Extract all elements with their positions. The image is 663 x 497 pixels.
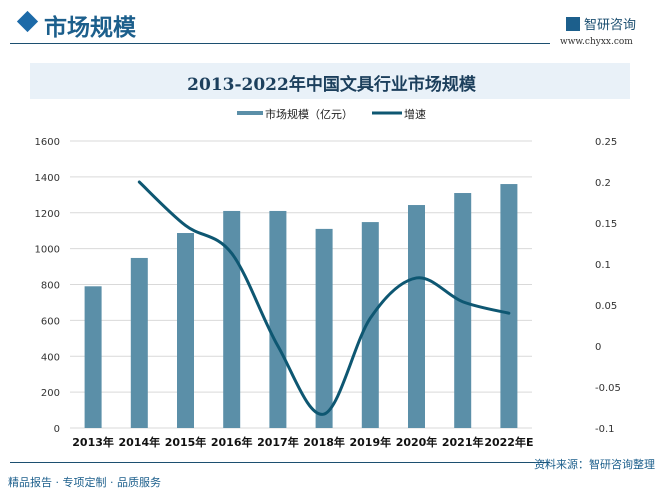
right-tick-label: 0.1 (595, 260, 611, 271)
bar-2018年 (315, 228, 333, 428)
left-tick-label: 1000 (35, 245, 60, 256)
right-tick-label: 0.05 (595, 301, 617, 312)
bar-2013年 (84, 286, 102, 428)
x-tick-label: 2013年 (72, 435, 114, 449)
x-tick-label: 2014年 (118, 435, 160, 449)
bar-2016年 (223, 210, 241, 428)
x-tick-label: 2016年 (211, 435, 253, 449)
left-tick-label: 1600 (35, 137, 60, 148)
brand-logo-icon (566, 17, 580, 31)
right-tick-label: 0 (595, 342, 601, 353)
left-tick-label: 800 (41, 281, 60, 292)
title-band (30, 63, 630, 99)
x-tick-label: 2020年 (396, 435, 438, 449)
x-tick-label: 2022年E (484, 435, 533, 449)
x-tick-label: 2015年 (165, 435, 207, 449)
right-tick-label: 0.25 (595, 137, 617, 148)
legend-swatch-bar (237, 111, 263, 115)
x-tick-label: 2021年 (442, 435, 484, 449)
chart-title: 2013-2022年中国文具行业市场规模 (187, 75, 476, 95)
brand-url: www.chyxx.com (560, 37, 633, 47)
header-divider (10, 43, 550, 44)
bar-2021年 (454, 193, 472, 428)
slogan: 精品报告 · 专项定制 · 品质服务 (8, 476, 161, 489)
left-tick-label: 600 (41, 316, 60, 327)
left-tick-label: 1200 (35, 209, 60, 220)
brand-logo: 智研咨询 (566, 14, 636, 33)
section-title: 市场规模 (44, 14, 136, 41)
bar-2014年 (130, 257, 148, 428)
source-note: 资料来源：智研咨询整理 (534, 458, 655, 471)
right-tick-label: 0.15 (595, 219, 617, 230)
bar-2017年 (269, 210, 287, 428)
bar-2019年 (361, 222, 379, 428)
legend-label-bar: 市场规模（亿元） (265, 107, 353, 121)
right-tick-label: -0.05 (595, 383, 621, 394)
legend-label-line: 增速 (404, 107, 426, 121)
left-tick-label: 200 (41, 388, 60, 399)
x-tick-label: 2017年 (257, 435, 299, 449)
footer-divider (10, 462, 550, 463)
x-tick-label: 2018年 (303, 435, 345, 449)
left-tick-label: 0 (54, 424, 60, 435)
right-tick-label: -0.1 (595, 424, 615, 435)
right-tick-label: 0.2 (595, 178, 611, 189)
bar-2022年E (500, 184, 518, 428)
x-tick-label: 2019年 (349, 435, 391, 449)
left-tick-label: 400 (41, 352, 60, 363)
brand-name: 智研咨询 (584, 18, 637, 33)
bar-2015年 (177, 233, 194, 428)
bar-2020年 (408, 205, 425, 428)
left-tick-label: 1400 (35, 173, 60, 184)
